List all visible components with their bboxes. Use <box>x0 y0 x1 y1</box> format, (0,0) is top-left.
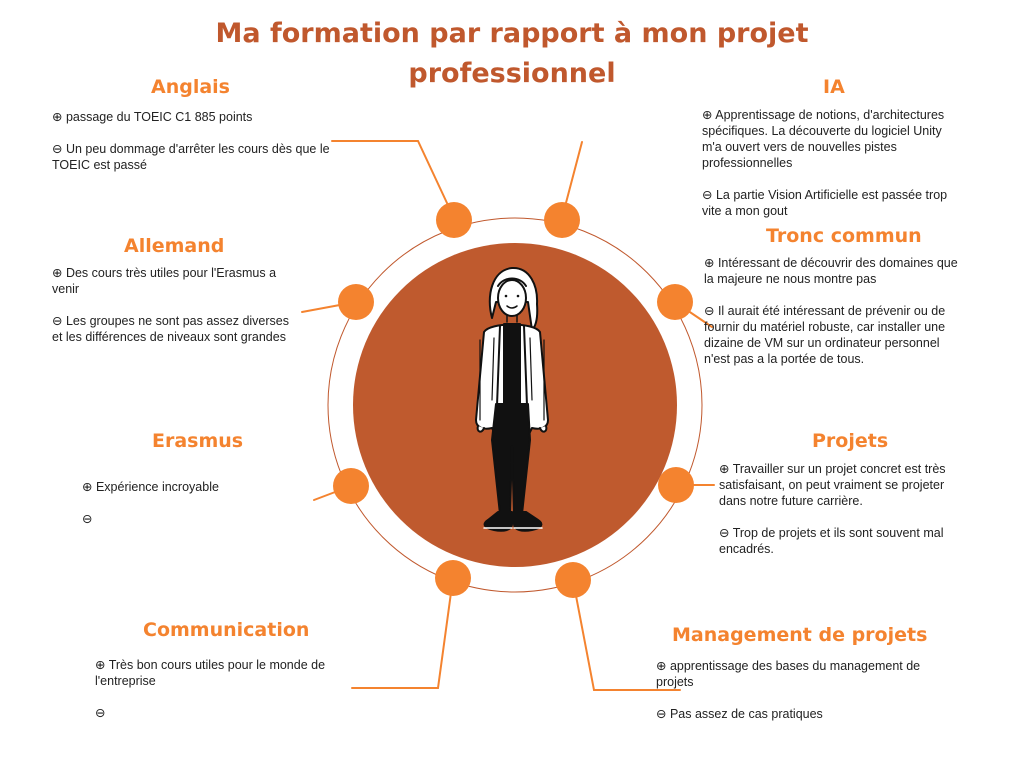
heading-erasmus: Erasmus <box>152 430 244 452</box>
pros-anglais: ⊕ passage du TOEIC C1 885 points <box>52 110 253 124</box>
heading-projets: Projets <box>812 430 889 452</box>
cons-ia: ⊖ La partie Vision Artificielle est pass… <box>702 188 948 218</box>
section-allemand: ⊕ Des cours très utiles pour l'Erasmus a… <box>52 265 298 361</box>
pros-allemand: ⊕ Des cours très utiles pour l'Erasmus a… <box>52 266 277 296</box>
node-dot-allemand <box>338 284 374 320</box>
node-dot-anglais <box>436 202 472 238</box>
page-title: Ma formation par rapport à mon projet pr… <box>215 18 809 89</box>
section-management: ⊕ apprentissage des bases du management … <box>656 658 946 738</box>
cons-tronc: ⊖ Il aurait été intéressant de prévenir … <box>704 304 946 366</box>
pros-management: ⊕ apprentissage des bases du management … <box>656 659 921 689</box>
cons-communication: ⊖ <box>95 706 106 720</box>
cons-allemand: ⊖ Les groupes ne sont pas assez diverses… <box>52 314 289 344</box>
connector-communication <box>351 577 454 689</box>
cons-projets: ⊖ Trop de projets et ils sont souvent ma… <box>719 526 944 556</box>
cons-management: ⊖ Pas assez de cas pratiques <box>656 707 823 721</box>
heading-communication: Communication <box>143 619 310 641</box>
connector-anglais <box>331 140 455 219</box>
heading-tronc: Tronc commun <box>766 225 922 247</box>
heading-anglais: Anglais <box>151 76 230 98</box>
node-dot-ia <box>544 202 580 238</box>
section-communication: ⊕ Très bon cours utiles pour le monde de… <box>95 657 357 737</box>
section-ia: ⊕ Apprentissage de notions, d'architectu… <box>702 107 964 235</box>
pros-tronc: ⊕ Intéressant de découvrir des domaines … <box>704 256 958 286</box>
pros-projets: ⊕ Travailler sur un projet concret est t… <box>719 462 946 508</box>
person-illustration <box>475 266 549 532</box>
node-dot-management <box>555 562 591 598</box>
heading-ia: IA <box>823 76 845 98</box>
node-dot-communication <box>435 560 471 596</box>
section-anglais: ⊕ passage du TOEIC C1 885 points ⊖ Un pe… <box>52 109 330 189</box>
cons-anglais: ⊖ Un peu dommage d'arrêter les cours dès… <box>52 142 330 172</box>
outer-ring <box>327 217 703 593</box>
pros-communication: ⊕ Très bon cours utiles pour le monde de… <box>95 658 326 688</box>
pros-erasmus: ⊕ Expérience incroyable <box>82 480 219 494</box>
section-projets: ⊕ Travailler sur un projet concret est t… <box>719 461 965 573</box>
node-dot-projets <box>658 467 694 503</box>
connector-management <box>572 579 681 691</box>
section-tronc: ⊕ Intéressant de découvrir des domaines … <box>704 255 968 383</box>
heading-management: Management de projets <box>672 624 928 646</box>
pros-ia: ⊕ Apprentissage de notions, d'architectu… <box>702 108 945 170</box>
section-erasmus: ⊕ Expérience incroyable ⊖ <box>82 479 292 543</box>
cons-erasmus: ⊖ <box>82 512 93 526</box>
node-dot-erasmus <box>333 468 369 504</box>
node-dot-tronc <box>657 284 693 320</box>
heading-allemand: Allemand <box>124 235 225 257</box>
